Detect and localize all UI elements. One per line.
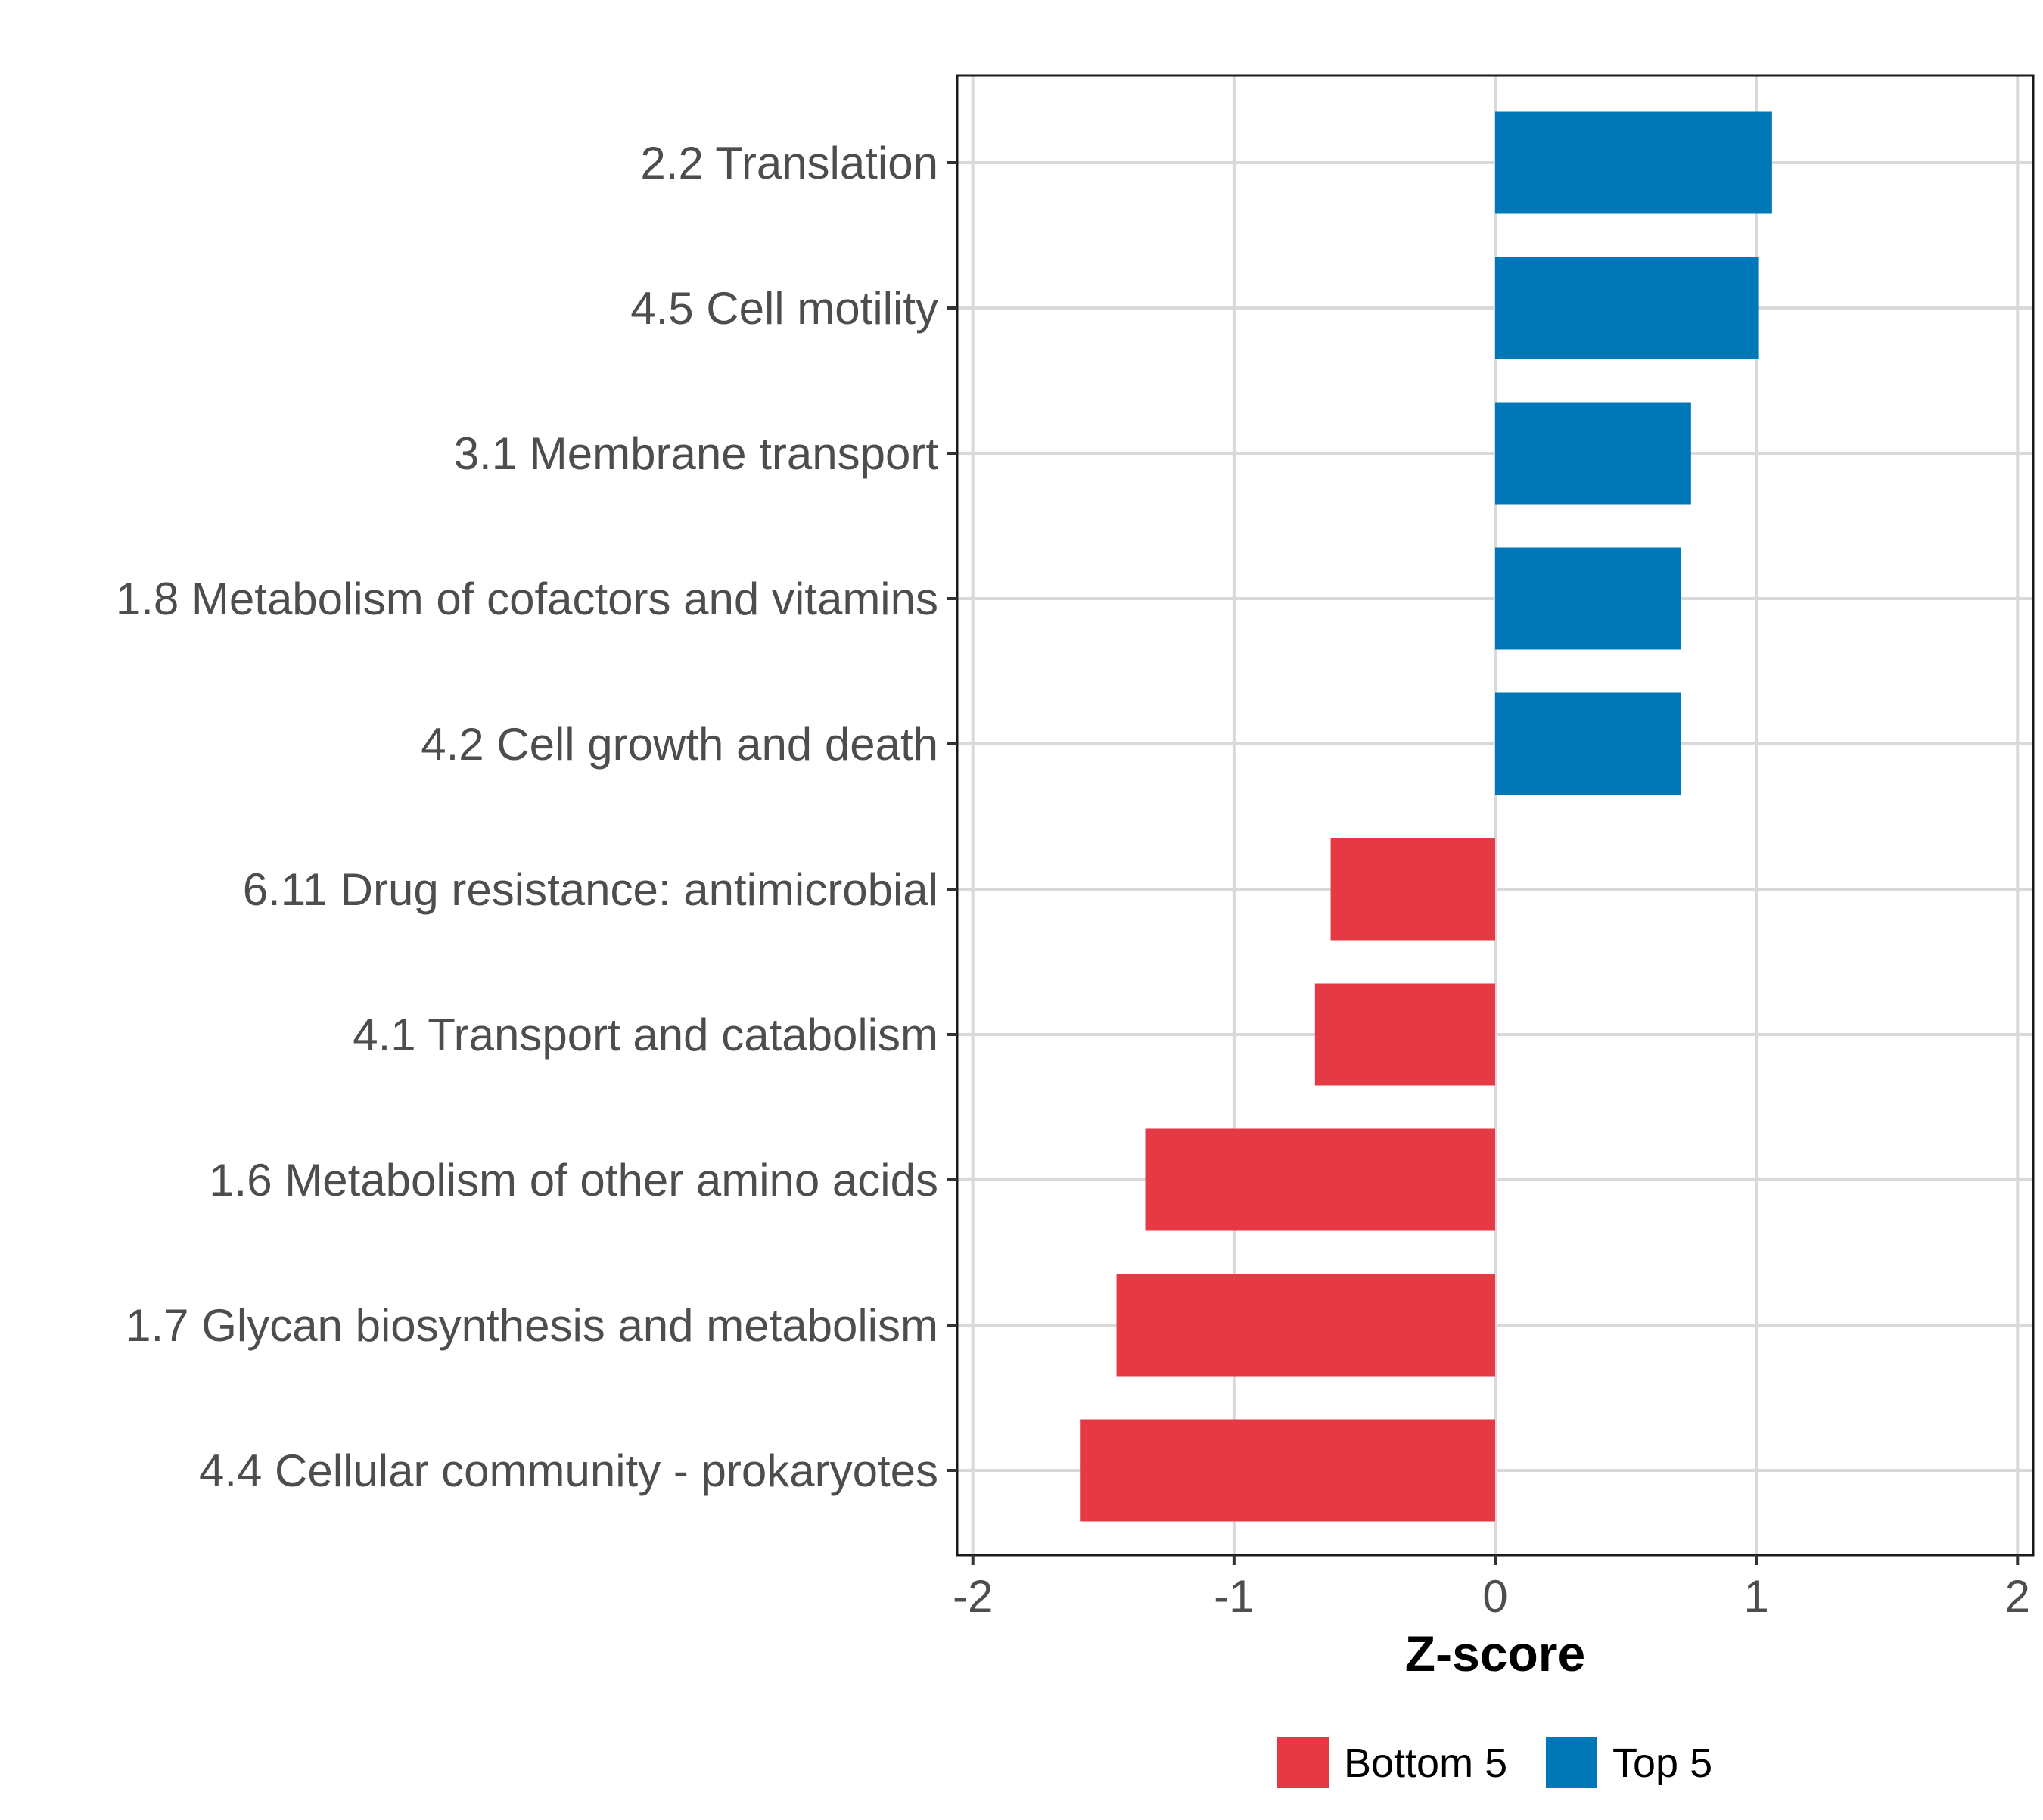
bar-top: [1495, 257, 1759, 359]
x-tick-label: 1: [1743, 1571, 1768, 1622]
y-tick-label: 1.8 Metabolism of cofactors and vitamins: [116, 574, 938, 624]
y-axis: 2.2 Translation 4.5 Cell motility 3.1 Memb…: [116, 138, 957, 1496]
legend-key: [1277, 1737, 1329, 1788]
y-tick-label: 4.2 Cell growth and death: [421, 719, 938, 770]
bars: [1080, 111, 1772, 1522]
bar-top: [1495, 692, 1681, 795]
bar-bottom: [1330, 838, 1495, 941]
bar-top: [1495, 111, 1772, 214]
y-tick-label: 4.5 Cell motility: [630, 283, 938, 334]
legend-key: [1546, 1737, 1597, 1788]
bar-bottom: [1116, 1274, 1495, 1377]
y-tick-label: 6.11 Drug resistance: antimicrobial: [243, 864, 938, 915]
y-tick-label: 2.2 Translation: [640, 138, 938, 188]
x-tick-label: 2: [2005, 1571, 2030, 1622]
x-tick-label: -1: [1214, 1571, 1254, 1622]
x-tick-label: -2: [953, 1571, 993, 1622]
y-tick-label: 1.6 Metabolism of other amino acids: [209, 1155, 938, 1206]
legend-label: Top 5: [1612, 1741, 1712, 1786]
bar-top: [1495, 547, 1681, 650]
y-tick-label: 3.1 Membrane transport: [454, 428, 939, 479]
bar-bottom: [1314, 983, 1495, 1086]
y-tick-label: 1.7 Glycan biosynthesis and metabolism: [126, 1300, 938, 1351]
x-axis-title: Z-score: [1405, 1626, 1585, 1682]
bar-bottom: [1080, 1419, 1495, 1522]
x-axis: -2 -1 0 1 2: [953, 1555, 2030, 1622]
bar-top: [1495, 402, 1691, 505]
y-tick-label: 4.4 Cellular community - prokaryotes: [199, 1445, 938, 1496]
legend-label: Bottom 5: [1344, 1741, 1507, 1786]
y-tick-label: 4.1 Transport and catabolism: [353, 1010, 938, 1060]
legend: Bottom 5 Top 5: [1277, 1737, 1712, 1788]
x-tick-label: 0: [1482, 1571, 1507, 1622]
bar-bottom: [1145, 1128, 1495, 1231]
